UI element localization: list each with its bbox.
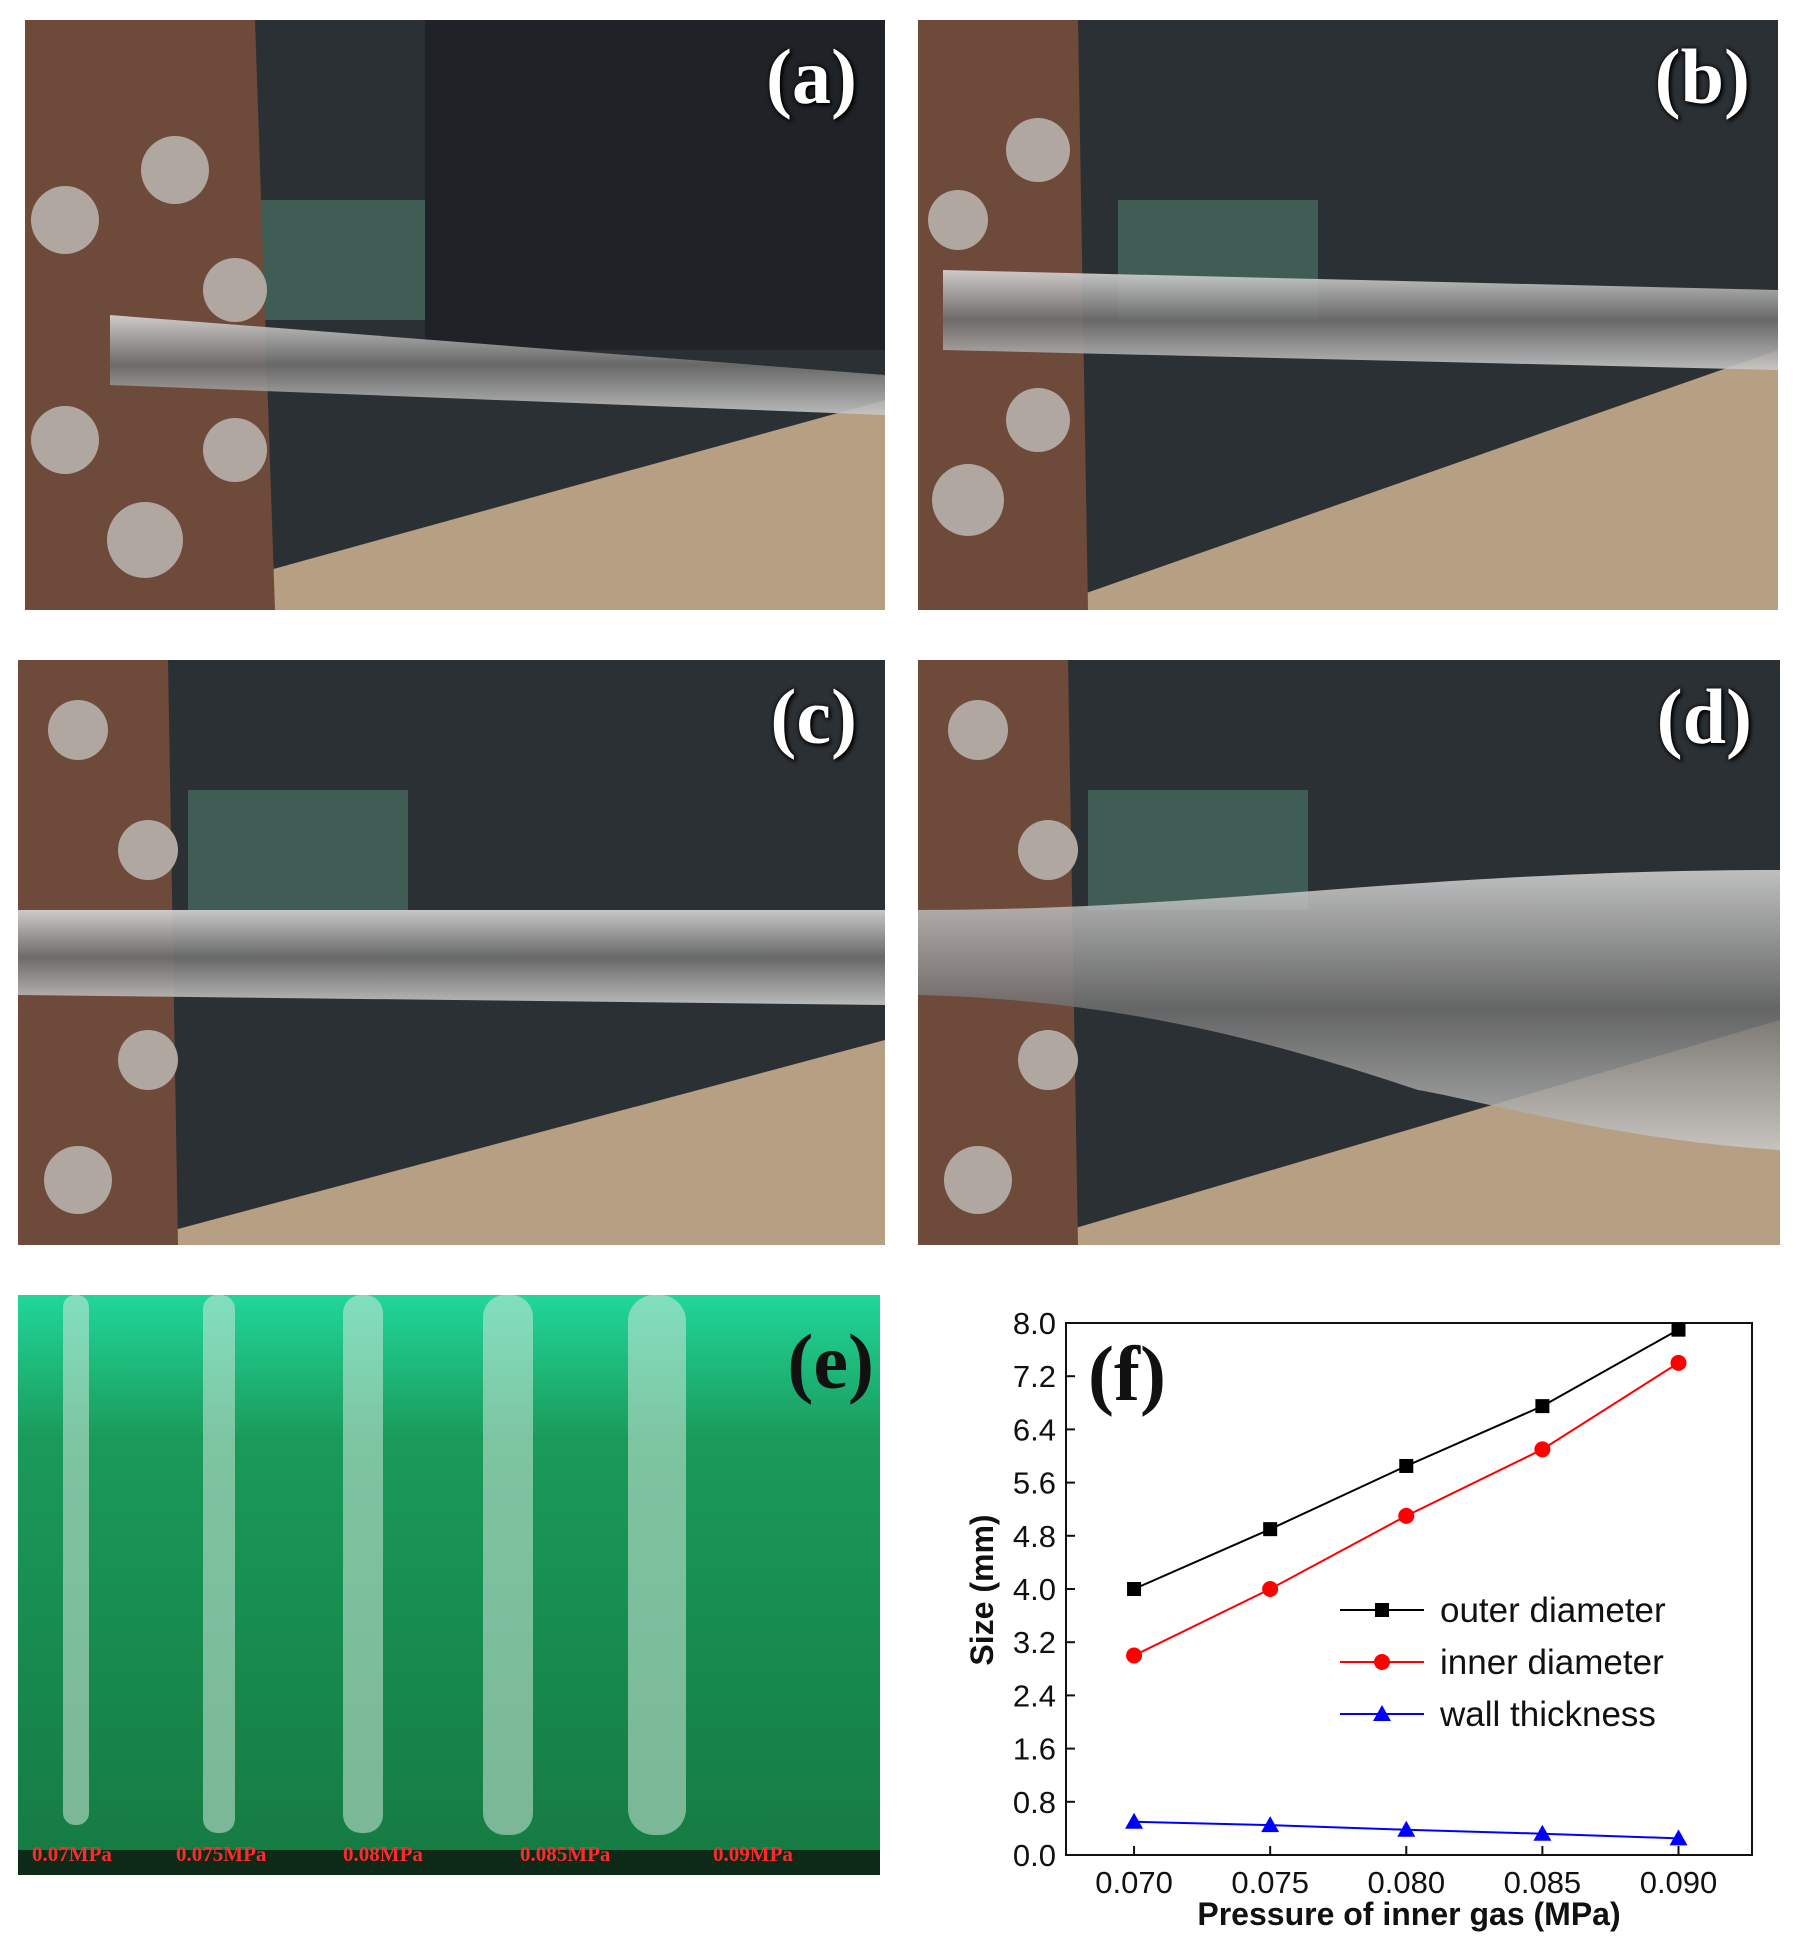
legend-label: wall thickness	[1439, 1695, 1656, 1734]
data-point-square	[1671, 1322, 1686, 1337]
tube-label: 0.085MPa	[520, 1842, 611, 1866]
legend-label: outer diameter	[1440, 1591, 1666, 1630]
y-tick-label: 4.8	[1013, 1519, 1056, 1554]
photo-panel-c: (c)	[18, 660, 885, 1245]
data-point-circle	[1534, 1441, 1551, 1458]
extrusion-photo-a	[25, 20, 885, 610]
photo-panel-d: (d)	[918, 660, 1780, 1245]
x-tick-label: 0.070	[1095, 1865, 1173, 1900]
y-tick-label: 5.6	[1013, 1466, 1056, 1501]
data-point-square	[1375, 1603, 1389, 1617]
y-tick-label: 2.4	[1013, 1678, 1056, 1713]
data-point-circle	[1374, 1654, 1390, 1670]
extrusion-photo-d	[918, 660, 1780, 1245]
panel-label-d: (d)	[1656, 673, 1752, 760]
extrusion-photo-c	[18, 660, 885, 1245]
y-tick-label: 0.0	[1013, 1838, 1056, 1873]
data-point-circle	[1262, 1581, 1279, 1597]
y-tick-label: 3.2	[1013, 1625, 1056, 1660]
data-point-circle	[1670, 1354, 1687, 1371]
data-point-square	[1399, 1458, 1414, 1473]
panel-label-c: (c)	[770, 673, 857, 760]
photo-panel-e: (e) 0.07MPa 0.075MPa 0.08MPa 0.085MPa 0.…	[18, 1295, 880, 1875]
y-tick-label: 6.4	[1013, 1412, 1056, 1447]
legend-label: inner diameter	[1440, 1643, 1664, 1682]
photo-panel-a: (a)	[25, 20, 885, 610]
x-tick-label: 0.080	[1367, 1865, 1445, 1900]
tube-label: 0.09MPa	[713, 1842, 793, 1866]
y-axis-title: Size (mm)	[964, 1514, 1000, 1665]
data-point-triangle	[1669, 1829, 1688, 1846]
y-tick-label: 1.6	[1013, 1732, 1056, 1767]
tube-label: 0.075MPa	[176, 1842, 267, 1866]
tubes-photo	[18, 1295, 880, 1875]
tube-label: 0.08MPa	[343, 1842, 423, 1866]
data-point-circle	[1398, 1507, 1415, 1524]
photo-panel-b: (b)	[918, 20, 1778, 610]
tube-label: 0.07MPa	[32, 1842, 112, 1866]
plot-frame	[1065, 1322, 1753, 1856]
data-point-triangle	[1373, 1705, 1391, 1721]
y-tick-label: 4.0	[1013, 1572, 1056, 1607]
data-point-circle	[1126, 1647, 1143, 1664]
y-tick-label: 8.0	[1013, 1306, 1056, 1341]
panel-label-f: (f)	[1088, 1330, 1166, 1417]
y-tick-label: 0.8	[1013, 1785, 1056, 1820]
data-point-square	[1535, 1399, 1550, 1414]
y-tick-label: 7.2	[1013, 1359, 1056, 1394]
chart-panel-f: 0.0 0.8 1.6 2.4 3.2 4.0 4.8 5.6 6.4 7.2 8.0 0.070 0…	[918, 1290, 1780, 1940]
line-chart: 0.0 0.8 1.6 2.4 3.2 4.0 4.8 5.6 6.4 7.2 8.0 0.070 0…	[964, 1306, 1753, 1932]
extrusion-photo-b	[918, 20, 1778, 610]
x-tick-label: 0.090	[1640, 1865, 1718, 1900]
data-point-square	[1127, 1582, 1142, 1596]
legend: outer diameter inner diameter wall thickne…	[1340, 1591, 1666, 1734]
data-point-triangle	[1533, 1824, 1552, 1841]
panel-label-e: (e)	[787, 1318, 874, 1405]
data-point-square	[1263, 1522, 1278, 1537]
data-point-triangle	[1125, 1812, 1144, 1829]
x-tick-label: 0.085	[1504, 1865, 1582, 1900]
data-point-triangle	[1261, 1816, 1280, 1833]
x-axis-title: Pressure of inner gas (MPa)	[1197, 1896, 1620, 1932]
data-point-triangle	[1397, 1820, 1416, 1837]
x-tick-label: 0.075	[1231, 1865, 1309, 1900]
panel-label-b: (b)	[1654, 33, 1750, 120]
panel-label-a: (a)	[766, 33, 857, 120]
